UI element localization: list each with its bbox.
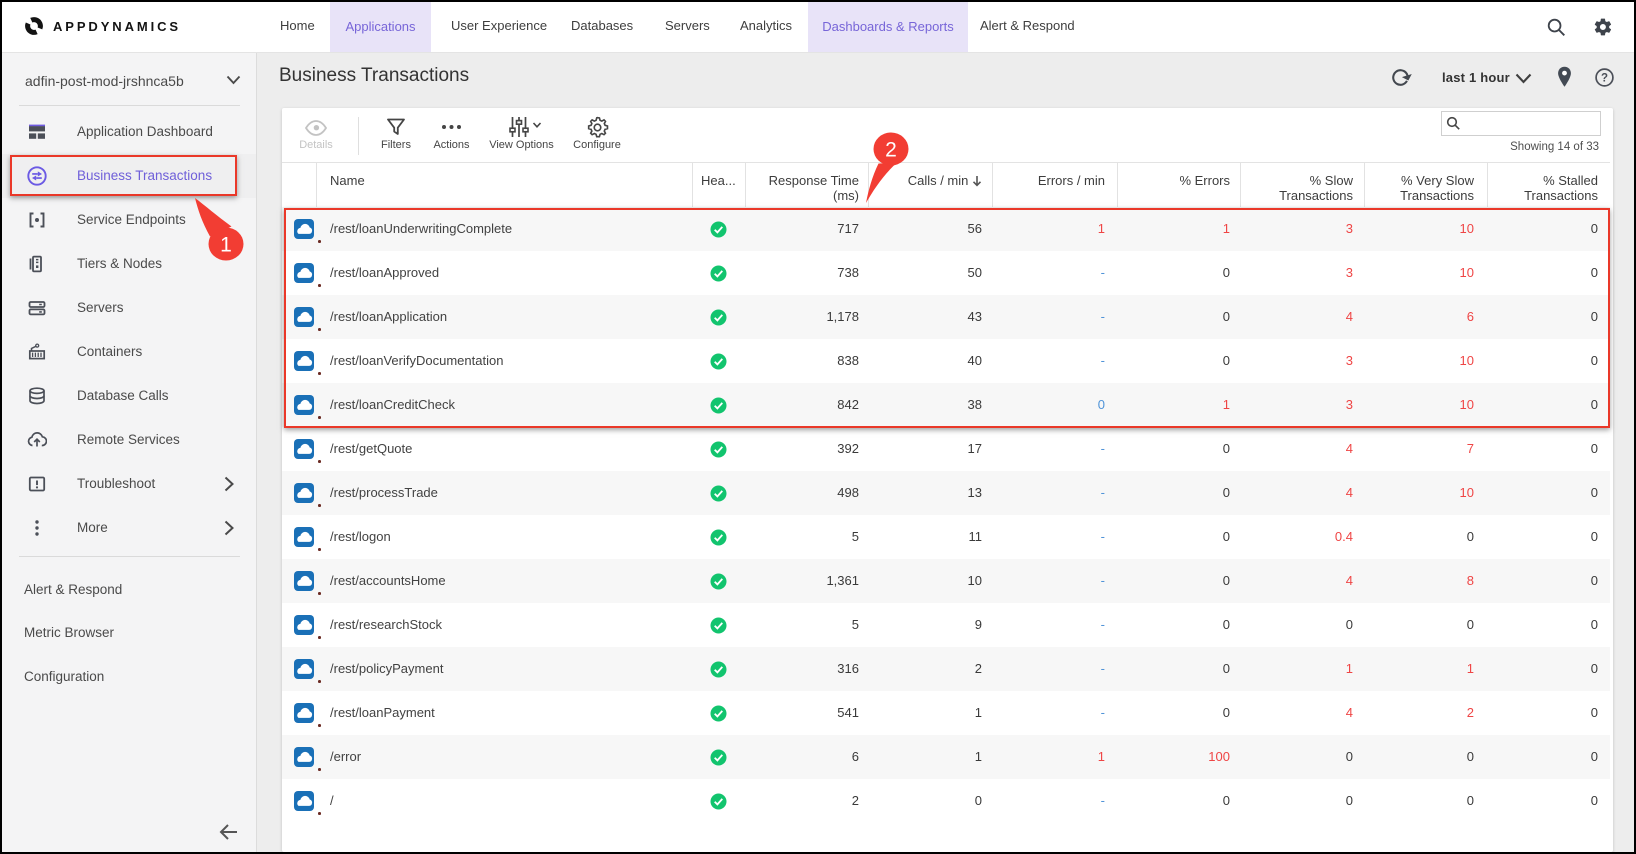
svg-text:2: 2 [885, 139, 897, 162]
svg-text:?: ? [1601, 73, 1608, 85]
svg-text:1: 1 [220, 234, 232, 257]
